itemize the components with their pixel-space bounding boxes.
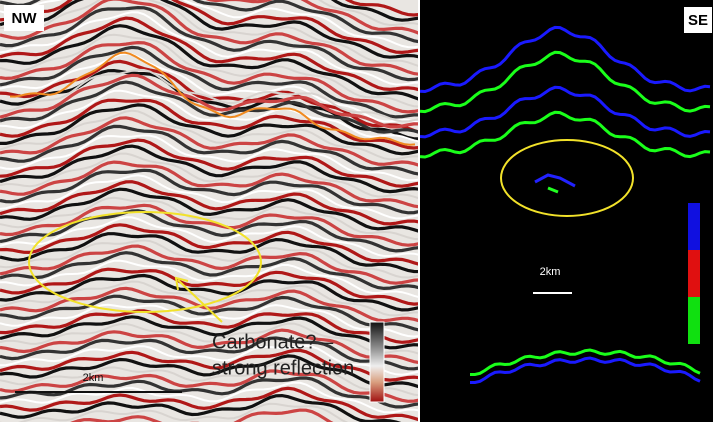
annotation: strong reflection	[212, 357, 354, 379]
reflector	[0, 244, 418, 285]
reflector	[0, 109, 418, 161]
reflector	[420, 25, 711, 94]
reflector	[0, 309, 418, 344]
reflector	[0, 80, 418, 134]
reflector	[0, 336, 418, 371]
reflector	[205, 0, 418, 35]
reflector	[470, 348, 701, 376]
reflector	[420, 85, 711, 139]
label-box	[4, 5, 44, 31]
reflector	[0, 116, 418, 167]
reflector	[0, 369, 418, 403]
reflector	[0, 168, 418, 215]
label-box	[684, 7, 712, 33]
reflector	[0, 5, 418, 82]
reflector	[0, 0, 418, 49]
reflector	[420, 110, 711, 159]
reflector	[0, 354, 418, 389]
reflector	[0, 138, 418, 188]
reflector	[0, 328, 418, 365]
reflector	[0, 187, 418, 233]
reflector	[0, 251, 418, 291]
colorbar	[688, 250, 700, 297]
reflector	[547, 186, 559, 194]
reflector	[0, 280, 418, 317]
arrow-head	[174, 276, 189, 291]
scale-label: 2km	[540, 266, 561, 278]
reflector	[0, 0, 418, 55]
reflector	[0, 103, 418, 156]
annotation: Carbonate? –	[212, 331, 334, 353]
reflector	[0, 45, 418, 119]
reflector	[0, 393, 402, 422]
reflector	[0, 174, 418, 220]
reflector	[0, 361, 418, 397]
reflector	[0, 134, 418, 182]
reflector	[0, 11, 418, 86]
reflector	[0, 68, 418, 141]
reflector	[9, 51, 416, 146]
colorbar	[688, 297, 700, 344]
reflector	[0, 98, 418, 150]
reflector	[0, 209, 418, 253]
reflector	[0, 124, 418, 176]
reflector	[0, 196, 418, 241]
reflector	[317, 0, 418, 27]
reflector	[0, 144, 418, 194]
reflector	[0, 89, 418, 143]
reflector	[0, 0, 418, 44]
reflector	[0, 180, 418, 226]
reflector	[0, 344, 418, 376]
reflector	[0, 203, 418, 247]
reflector	[0, 239, 418, 279]
right-panel	[420, 0, 713, 422]
reflector	[330, 0, 418, 22]
reflector	[0, 381, 418, 414]
reflector	[0, 0, 418, 59]
reflector	[534, 173, 576, 188]
seismic-right	[420, 25, 711, 384]
highlight-ellipse	[28, 211, 262, 313]
reflector	[0, 152, 418, 200]
reflector	[0, 40, 418, 114]
reflector	[0, 303, 418, 338]
reflector	[0, 0, 418, 67]
colorbar	[688, 203, 700, 250]
reflector	[0, 294, 418, 332]
reflector	[0, 315, 418, 350]
nw-label: NW	[12, 10, 38, 27]
highlight-ellipse	[500, 139, 634, 217]
reflector	[344, 0, 418, 17]
reflector	[0, 376, 418, 409]
reflector	[0, 33, 418, 108]
reflector	[0, 386, 418, 422]
reflector	[0, 259, 418, 298]
reflector	[0, 322, 418, 355]
reflector	[0, 348, 418, 382]
arrow	[177, 279, 223, 323]
reflector	[420, 50, 711, 114]
reflector	[0, 16, 418, 92]
reflector	[0, 0, 418, 76]
se-label: SE	[688, 12, 708, 29]
reflector	[0, 223, 418, 266]
reflector	[470, 356, 701, 384]
seismic-left	[0, 0, 418, 422]
reflector	[0, 52, 418, 124]
reflector	[0, 216, 418, 257]
reflector	[0, 273, 418, 312]
reflector	[0, 73, 418, 129]
scale-label: 2km	[83, 372, 104, 384]
reflector	[0, 68, 418, 123]
reflector	[0, 24, 418, 101]
colorbar	[369, 321, 385, 403]
reflector	[0, 160, 418, 209]
reflector	[0, 267, 418, 306]
reflector	[0, 232, 418, 274]
reflector	[0, 402, 349, 422]
